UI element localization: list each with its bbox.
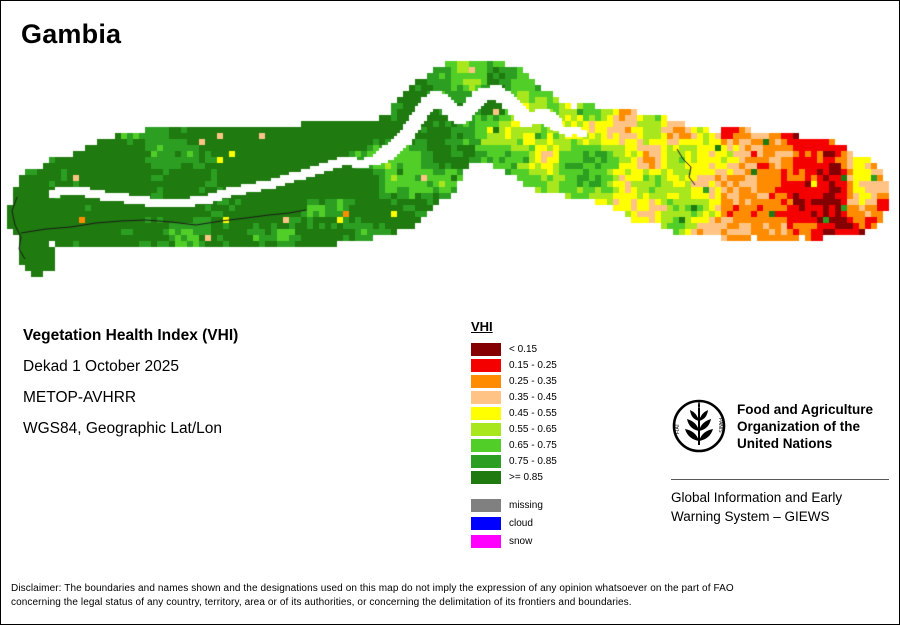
svg-text:FIAT: FIAT bbox=[675, 424, 681, 434]
fao-logo-icon: FIAT PANIS bbox=[671, 397, 727, 464]
legend-row: snow bbox=[471, 535, 557, 548]
map-info-block: Vegetation Health Index (VHI) Dekad 1 Oc… bbox=[23, 327, 238, 451]
giews-name: Global Information and Early Warning Sys… bbox=[671, 488, 889, 526]
legend-swatch bbox=[471, 359, 501, 372]
legend-row: 0.35 - 0.45 bbox=[471, 391, 557, 404]
legend-label: 0.55 - 0.65 bbox=[509, 424, 557, 435]
sensor-label: METOP-AVHRR bbox=[23, 389, 137, 406]
legend-label: 0.15 - 0.25 bbox=[509, 360, 557, 371]
fao-org-name: Food and Agriculture Organization of the… bbox=[737, 397, 873, 452]
vhi-legend: VHI < 0.15 0.15 - 0.25 0.25 - 0.35 0.35 - 0… bbox=[471, 319, 557, 553]
legend-label: cloud bbox=[509, 518, 533, 529]
projection-label: WGS84, Geographic Lat/Lon bbox=[23, 420, 223, 437]
legend-label: 0.45 - 0.55 bbox=[509, 408, 557, 419]
legend-row: 0.25 - 0.35 bbox=[471, 375, 557, 388]
legend-swatch bbox=[471, 439, 501, 452]
legend-swatch bbox=[471, 517, 501, 530]
legend-swatch bbox=[471, 455, 501, 468]
legend-label: >= 0.85 bbox=[509, 472, 543, 483]
dekad-label: Dekad 1 October 2025 bbox=[23, 358, 179, 375]
legend-row: 0.65 - 0.75 bbox=[471, 439, 557, 452]
svg-text:PANIS: PANIS bbox=[717, 418, 723, 433]
legend-row: 0.75 - 0.85 bbox=[471, 455, 557, 468]
legend-swatch bbox=[471, 535, 501, 548]
fao-divider bbox=[671, 479, 889, 480]
legend-swatch bbox=[471, 423, 501, 436]
giews-line: Global Information and Early bbox=[671, 490, 843, 505]
legend-row: 0.45 - 0.55 bbox=[471, 407, 557, 420]
disclaimer-line: concerning the legal status of any count… bbox=[11, 597, 632, 609]
disclaimer: Disclaimer: The boundaries and names sho… bbox=[11, 582, 893, 610]
legend-swatch bbox=[471, 407, 501, 420]
legend-title: VHI bbox=[471, 319, 493, 334]
fao-org-line: Food and Agriculture bbox=[737, 402, 873, 417]
legend-label: < 0.15 bbox=[509, 344, 538, 355]
legend-row: cloud bbox=[471, 517, 557, 530]
legend-label: 0.65 - 0.75 bbox=[509, 440, 557, 451]
disclaimer-line: Disclaimer: The boundaries and names sho… bbox=[11, 583, 734, 594]
page-title: Gambia bbox=[21, 19, 122, 49]
vhi-map-canvas bbox=[1, 1, 899, 311]
legend-label: snow bbox=[509, 536, 533, 547]
legend-swatch bbox=[471, 499, 501, 512]
legend-swatch bbox=[471, 343, 501, 356]
fao-org-line: Organization of the bbox=[737, 419, 860, 434]
legend-label: 0.75 - 0.85 bbox=[509, 456, 557, 467]
giews-line: Warning System – GIEWS bbox=[671, 509, 830, 524]
legend-row: missing bbox=[471, 499, 557, 512]
legend-row: >= 0.85 bbox=[471, 471, 557, 484]
legend-label: 0.25 - 0.35 bbox=[509, 376, 557, 387]
legend-swatch bbox=[471, 391, 501, 404]
legend-label: missing bbox=[509, 500, 543, 511]
fao-block: FIAT PANIS Food and Agriculture Organiza… bbox=[671, 397, 889, 526]
legend-row: 0.15 - 0.25 bbox=[471, 359, 557, 372]
legend-class-list: < 0.15 0.15 - 0.25 0.25 - 0.35 0.35 - 0.45 0… bbox=[471, 343, 557, 484]
legend-row: 0.55 - 0.65 bbox=[471, 423, 557, 436]
legend-swatch bbox=[471, 375, 501, 388]
legend-extra-list: missing cloud snow bbox=[471, 499, 557, 548]
legend-swatch bbox=[471, 471, 501, 484]
legend-label: 0.35 - 0.45 bbox=[509, 392, 557, 403]
legend-row: < 0.15 bbox=[471, 343, 557, 356]
vhi-heading: Vegetation Health Index (VHI) bbox=[23, 327, 239, 344]
fao-org-line: United Nations bbox=[737, 436, 833, 451]
